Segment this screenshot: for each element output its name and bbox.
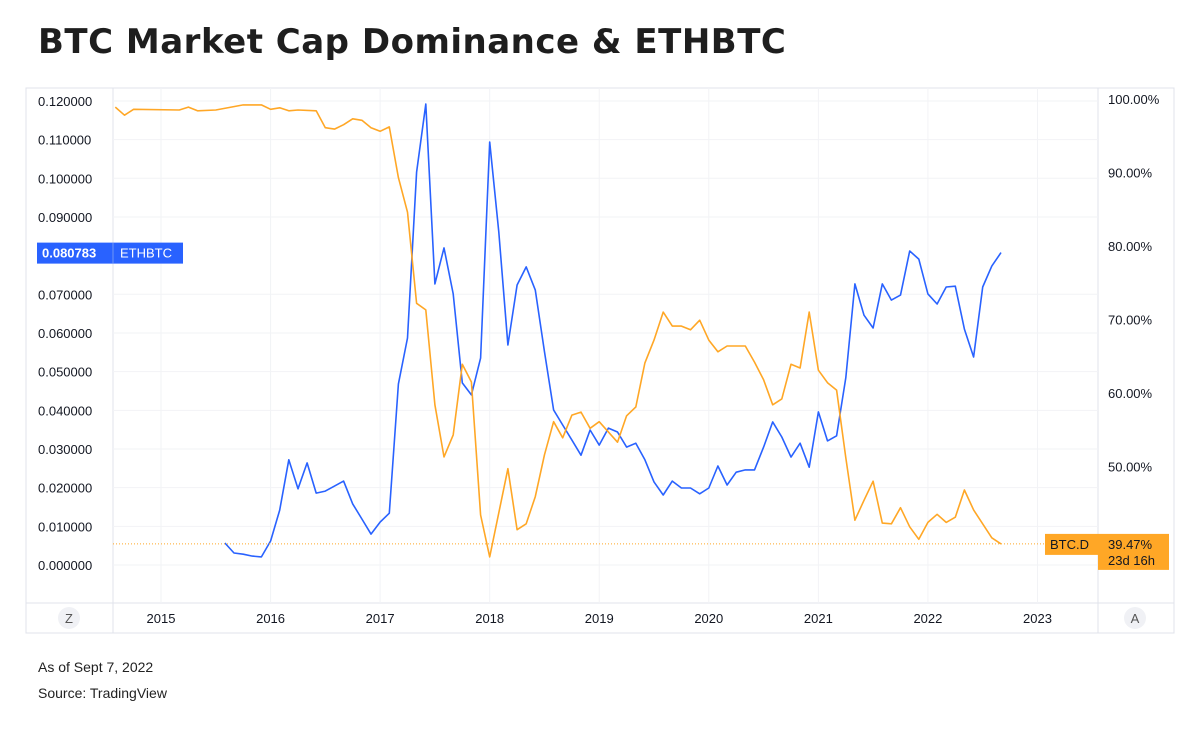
- btcd-countdown: 23d 16h: [1108, 553, 1155, 568]
- series-line-ethbtc: [224, 103, 1002, 558]
- left-tick-label: 0.090000: [38, 210, 92, 225]
- right-tick-label: 80.00%: [1108, 239, 1153, 254]
- x-tick-label: 2022: [913, 611, 942, 626]
- left-tick-label: 0.030000: [38, 442, 92, 457]
- chart-frame: [25, 87, 1175, 634]
- right-tick-label: 50.00%: [1108, 460, 1153, 475]
- left-tick-label: 0.060000: [38, 326, 92, 341]
- x-tick-label: 2023: [1023, 611, 1052, 626]
- btcd-name-badge: [1045, 533, 1098, 555]
- x-tick-label: 2015: [147, 611, 176, 626]
- left-tick-label: 0.070000: [38, 287, 92, 302]
- right-tick-label: 100.00%: [1108, 92, 1160, 107]
- auto-scale-button-label[interactable]: A: [1131, 611, 1140, 626]
- left-scale-button[interactable]: [58, 607, 80, 629]
- ethbtc-series-label: ETHBTC: [120, 246, 172, 261]
- btcd-value-badge: [1098, 533, 1169, 570]
- left-tick-label: 0.040000: [38, 403, 92, 418]
- btcd-last-value: 39.47%: [1108, 537, 1153, 552]
- x-tick-label: 2017: [366, 611, 395, 626]
- as-of-note: As of Sept 7, 2022: [38, 659, 154, 675]
- left-tick-label: 0.120000: [38, 94, 92, 109]
- right-tick-label: 90.00%: [1108, 166, 1153, 181]
- left-tick-label: 0.110000: [38, 133, 91, 148]
- left-tick-label: 0.020000: [38, 481, 92, 496]
- series-line-btc-d: [114, 104, 1002, 558]
- ethbtc-price-badge: [37, 242, 183, 264]
- x-tick-label: 2018: [475, 611, 504, 626]
- x-tick-label: 2020: [694, 611, 723, 626]
- right-tick-label: 70.00%: [1108, 313, 1153, 328]
- x-tick-label: 2019: [585, 611, 614, 626]
- left-tick-label: 0.100000: [38, 171, 92, 186]
- chart-title: BTC Market Cap Dominance & ETHBTC: [38, 22, 787, 62]
- ethbtc-last-value: 0.080783: [42, 246, 96, 261]
- left-tick-label: 0.000000: [38, 558, 92, 573]
- left-tick-label: 0.010000: [38, 519, 92, 534]
- left-tick-label: 0.050000: [38, 365, 92, 380]
- right-tick-label: 60.00%: [1108, 386, 1153, 401]
- x-tick-label: 2016: [256, 611, 285, 626]
- auto-scale-button[interactable]: [1124, 607, 1146, 629]
- x-tick-label: 2021: [804, 611, 833, 626]
- left-scale-button-label[interactable]: Z: [65, 611, 73, 626]
- btcd-series-label: BTC.D: [1050, 537, 1089, 552]
- source-note: Source: TradingView: [38, 685, 167, 701]
